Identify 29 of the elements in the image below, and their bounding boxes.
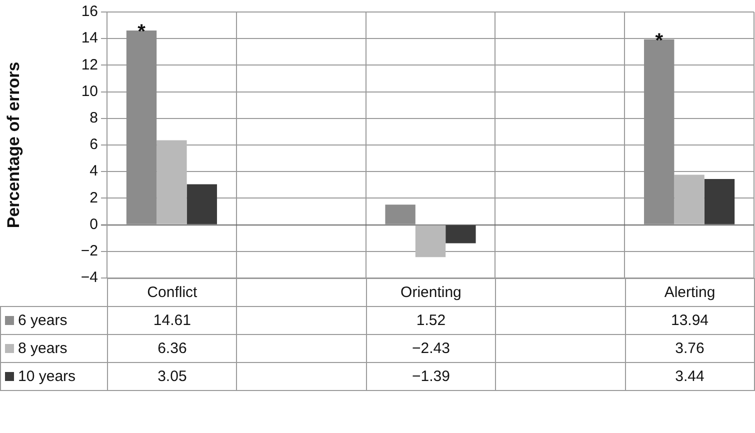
data-label: 13.94 <box>625 306 754 334</box>
y-tick-label: −2 <box>80 242 98 260</box>
y-tick-label: 12 <box>81 56 98 74</box>
y-tick-label: 0 <box>90 216 98 233</box>
data-label: 6.36 <box>108 334 237 362</box>
x-tick-label: Conflict <box>108 278 237 306</box>
legend-label: 8 years <box>0 334 108 362</box>
y-tick-label: 16 <box>81 3 98 20</box>
y-tick-label: 4 <box>90 162 98 180</box>
data-label: −2.43 <box>366 334 496 362</box>
y-tick-label: 2 <box>90 189 98 206</box>
data-label: 3.05 <box>108 362 237 390</box>
data-label: 14.61 <box>108 306 237 334</box>
y-axis-title: Percentage of errors <box>4 62 23 228</box>
annotation: * <box>655 30 664 52</box>
annotation: * <box>138 21 146 44</box>
legend-label: 10 years <box>0 362 108 390</box>
x-tick-label: Alerting <box>625 278 754 306</box>
data-label: −1.39 <box>366 362 496 390</box>
data-label: 3.76 <box>625 334 754 362</box>
y-tick-label: 14 <box>81 30 98 47</box>
y-tick-label: 8 <box>90 110 98 127</box>
y-tick-label: 10 <box>81 82 98 100</box>
y-tick-label: −4 <box>80 269 98 286</box>
data-label: 3.44 <box>625 362 754 390</box>
data-label: 1.52 <box>366 306 496 334</box>
x-tick-label: Orienting <box>366 278 496 306</box>
legend-label: 6 years <box>0 306 108 334</box>
y-tick-label: 6 <box>90 136 98 154</box>
